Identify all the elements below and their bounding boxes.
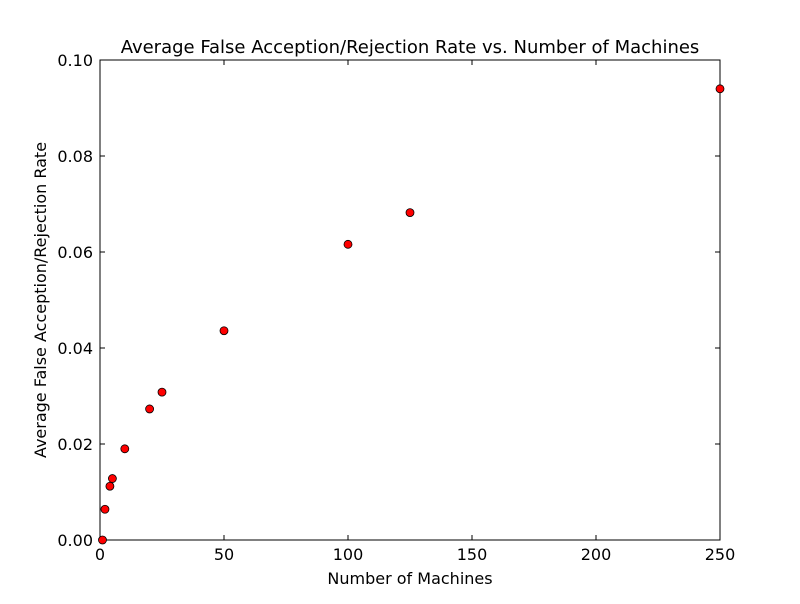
data-point	[715, 84, 725, 94]
x-tick-label: 250	[705, 545, 736, 564]
x-tick-label: 200	[581, 545, 612, 564]
y-tick-label: 0.08	[57, 147, 93, 166]
data-point	[145, 404, 155, 414]
x-axis-label: Number of Machines	[327, 569, 492, 588]
data-point	[157, 387, 167, 397]
axis-ticks: 0 50 100 150 200 250 0.00 0.02 0.04 0.06 0.08 0.10	[57, 51, 735, 564]
data-point	[98, 535, 107, 545]
data-point	[405, 208, 415, 218]
y-tick-label: 0.06	[57, 243, 93, 262]
y-tick-label: 0.02	[57, 435, 93, 454]
y-tick-label: 0.00	[57, 531, 93, 550]
y-tick-label: 0.10	[57, 51, 93, 70]
data-point	[105, 481, 115, 491]
chart-title: Average False Acception/Rejection Rate v…	[121, 37, 700, 58]
data-point	[100, 504, 110, 514]
x-tick-label: 100	[333, 545, 364, 564]
y-axis-label: Average False Acception/Rejection Rate	[31, 142, 50, 458]
data-points	[98, 84, 725, 545]
x-tick-label: 50	[214, 545, 234, 564]
data-point	[108, 474, 117, 483]
data-point	[219, 326, 229, 336]
data-point	[343, 239, 353, 249]
y-tick-label: 0.04	[57, 339, 93, 358]
x-tick-label: 0	[95, 545, 105, 564]
plot-area-frame	[99, 59, 721, 541]
data-point	[120, 444, 130, 454]
x-tick-label: 150	[457, 545, 488, 564]
